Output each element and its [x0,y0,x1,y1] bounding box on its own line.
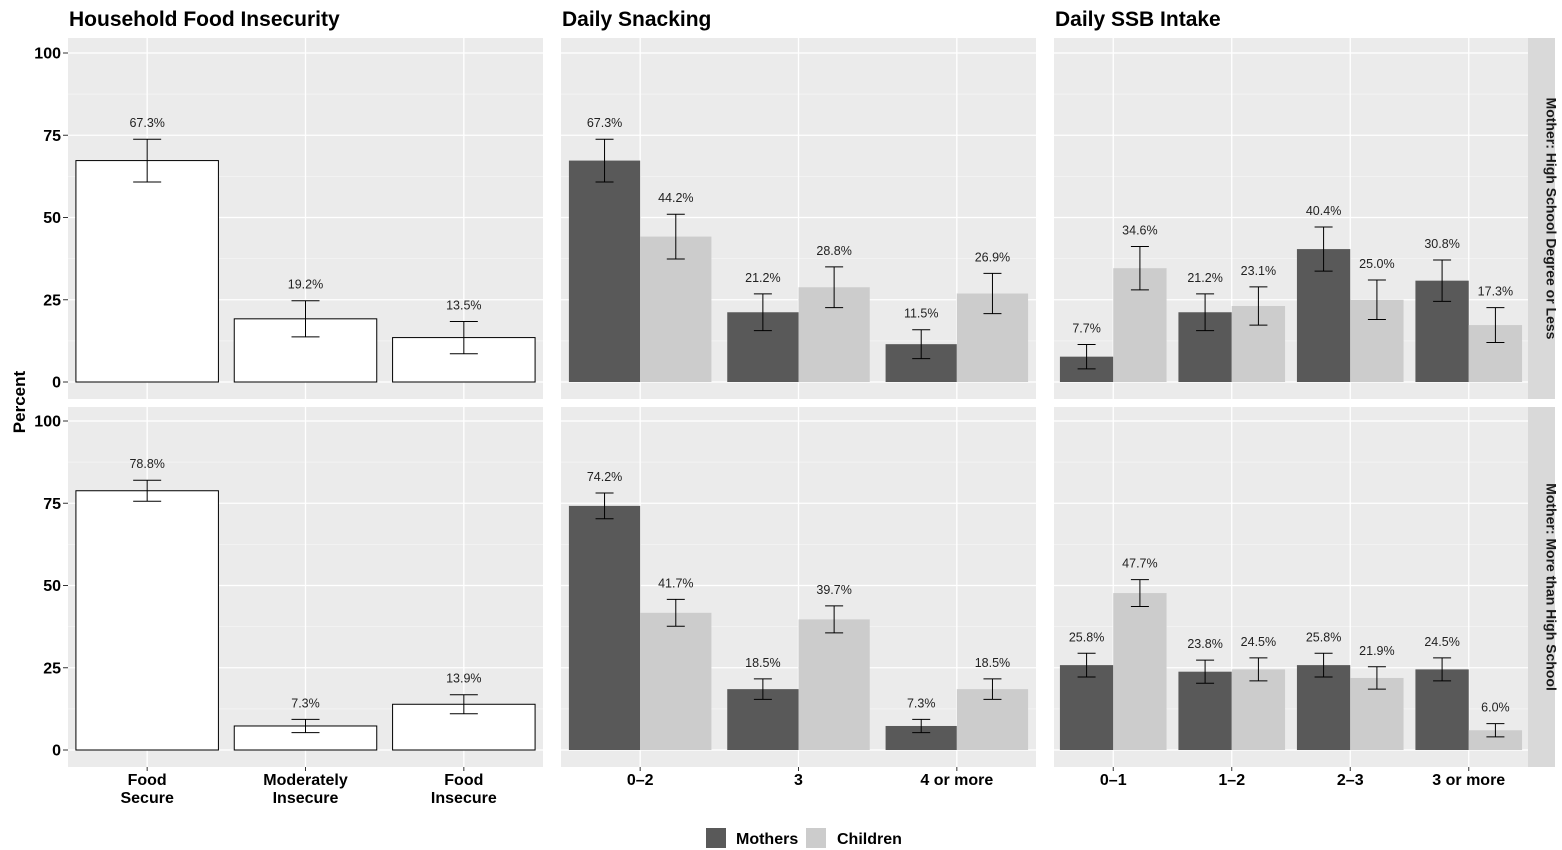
y-tick-label: 75 [43,128,61,145]
data-label: 44.2% [658,191,693,205]
legend-swatch-mothers [706,828,726,848]
x-tick-label: 0–2 [627,772,654,789]
y-tick-label: 100 [34,414,61,431]
data-label: 40.4% [1306,204,1341,218]
data-label: 19.2% [288,278,323,292]
bar [1415,669,1469,750]
x-tick-label: 4 or more [920,772,993,789]
data-label: 41.7% [658,576,693,590]
bar [1059,665,1114,750]
data-label: 28.8% [816,244,851,258]
data-label: 26.9% [975,250,1010,264]
data-label: 7.3% [291,696,320,710]
data-label: 67.3% [129,116,164,130]
x-tick-label: 2–3 [1337,772,1364,789]
bar [1468,730,1523,750]
data-label: 74.2% [587,470,622,484]
y-tick-label: 25 [43,660,61,677]
x-tick-label: Food Insecure [431,772,497,807]
data-label: 17.3% [1478,285,1513,299]
bar [1231,669,1286,750]
y-tick-label: 75 [43,496,61,513]
data-label: 13.5% [446,298,481,312]
data-label: 21.9% [1359,644,1394,658]
panel-title: Household Food Insecurity [69,8,340,31]
data-label: 25.0% [1359,257,1394,271]
x-tick-label: 3 [794,772,803,789]
bar [1113,593,1167,750]
data-label: 24.5% [1241,635,1276,649]
facet-strip-label: Mother: More than High School [1544,483,1560,691]
data-label: 13.9% [446,672,481,686]
y-tick-label: 50 [43,578,61,595]
data-label: 18.5% [745,656,780,670]
bar [75,490,219,751]
bar [568,505,641,750]
data-label: 18.5% [975,656,1010,670]
bar [798,619,870,750]
data-label: 7.3% [907,696,936,710]
panel-title: Daily Snacking [562,8,711,31]
data-label: 7.7% [1072,321,1101,335]
bar [640,236,712,382]
y-axis-title: Percent [10,370,29,433]
data-label: 21.2% [745,271,780,285]
x-tick-label: 0–1 [1100,772,1127,789]
x-tick-label: Moderately Insecure [263,772,348,807]
y-tick-label: 0 [52,743,61,760]
panel-title: Daily SSB Intake [1055,8,1221,31]
data-label: 34.6% [1122,223,1157,237]
y-tick-label: 50 [43,210,61,227]
data-label: 67.3% [587,116,622,130]
x-tick-label: 3 or more [1432,772,1505,789]
facet-strip-label: Mother: High School Degree or Less [1544,98,1560,340]
facet-strip [1528,38,1555,399]
facet-strip [1528,407,1555,767]
data-label: 30.8% [1424,237,1459,251]
data-label: 25.8% [1069,630,1104,644]
bar [640,612,712,750]
legend-swatch-children [806,828,826,848]
data-label: 25.8% [1306,630,1341,644]
y-tick-label: 0 [52,375,61,392]
bar [568,160,641,382]
bar [1296,665,1351,750]
data-label: 21.2% [1187,271,1222,285]
bar [1350,677,1404,750]
x-tick-label: Food Secure [120,772,173,807]
legend-label-mothers: Mothers [736,831,798,848]
bar [1178,671,1232,750]
legend-label-children: Children [837,831,902,848]
data-label: 23.8% [1187,637,1222,651]
data-label: 11.5% [904,307,939,321]
data-label: 47.7% [1122,557,1157,571]
data-label: 23.1% [1241,264,1276,278]
data-label: 78.8% [129,457,164,471]
y-tick-label: 25 [43,292,61,309]
y-tick-label: 100 [34,46,61,63]
data-label: 24.5% [1424,635,1459,649]
data-label: 6.0% [1481,701,1510,715]
data-label: 39.7% [816,583,851,597]
x-tick-label: 1–2 [1218,772,1245,789]
bar [75,160,219,383]
